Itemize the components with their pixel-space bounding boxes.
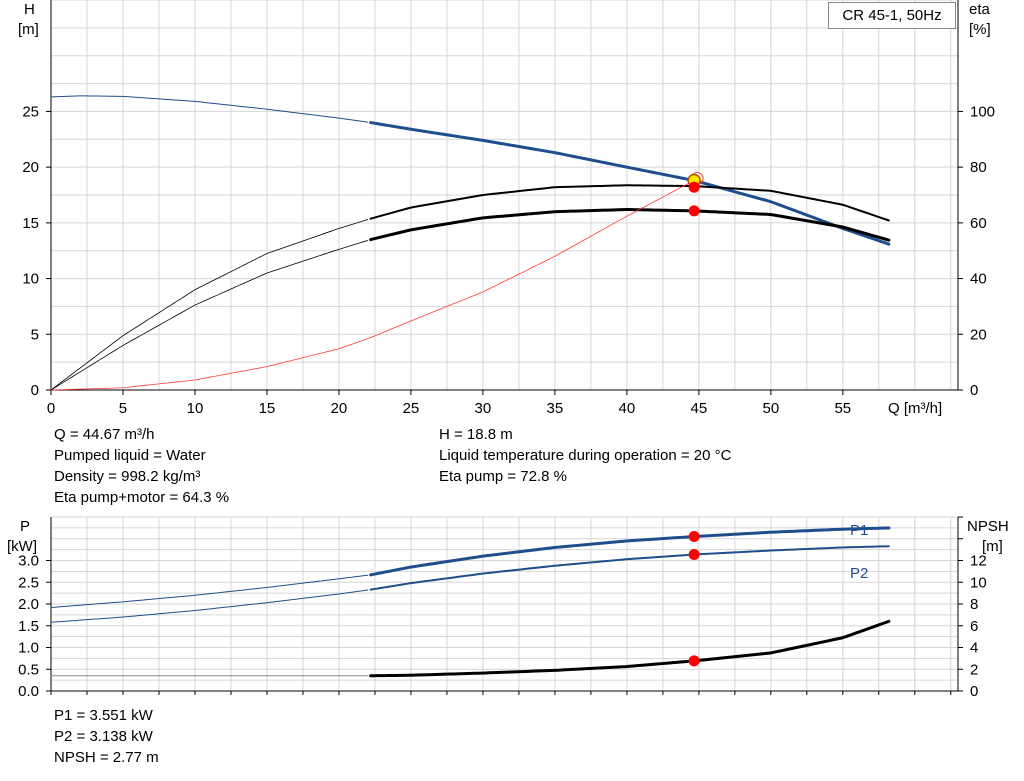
power-tick-label: 3.0 xyxy=(18,553,39,570)
x-tick-label: 25 xyxy=(403,400,420,417)
x-tick-label: 55 xyxy=(834,400,851,417)
head-curve xyxy=(369,121,891,246)
x-tick-label: 45 xyxy=(691,400,708,417)
x-tick-label: 10 xyxy=(187,400,204,417)
info-left: Q = 44.67 m³/h Pumped liquid = Water Den… xyxy=(54,424,229,508)
x-tick-label: 5 xyxy=(119,400,127,417)
system-curve xyxy=(50,181,693,391)
x-tick-label: 0 xyxy=(47,400,55,417)
y-right-label: eta xyxy=(969,1,991,18)
y-right-tick-label: 40 xyxy=(970,271,987,288)
chart-title: CR 45-1, 50Hz xyxy=(828,2,956,29)
npsh-tick-label: 6 xyxy=(970,618,978,635)
p2-curve xyxy=(369,545,890,591)
eta-pump-curve-extension xyxy=(50,219,369,391)
npsh-curve xyxy=(369,619,891,678)
npsh-tick-label: 10 xyxy=(970,574,987,591)
npsh-tick-label: 8 xyxy=(970,596,978,613)
power-tick-label: 0.0 xyxy=(18,683,39,700)
eta-pump-point xyxy=(688,181,700,193)
npsh-tick-label: 12 xyxy=(970,553,987,570)
info-eta-total: Eta pump+motor = 64.3 % xyxy=(54,489,230,506)
y-left-tick-label: 15 xyxy=(22,215,39,232)
info-liquid: Pumped liquid = Water xyxy=(54,447,206,464)
eta-total-curve-extension xyxy=(50,240,369,391)
npsh-point xyxy=(688,655,700,667)
power-tick-label: 0.5 xyxy=(18,661,39,678)
y-right-tick-label: 100 xyxy=(970,103,995,120)
info-right: H = 18.8 m Liquid temperature during ope… xyxy=(439,424,731,487)
p2-point xyxy=(688,548,700,560)
y-left-label: H xyxy=(24,1,35,18)
npsh-tick-label: 4 xyxy=(970,640,978,657)
x-tick-label: 15 xyxy=(259,400,276,417)
npsh-tick-label: 2 xyxy=(970,661,978,678)
series-label-p2: P2 xyxy=(850,565,868,582)
power-y-label: P xyxy=(20,518,30,535)
info-density: Density = 998.2 kg/m³ xyxy=(54,468,201,485)
operating-points xyxy=(687,172,704,667)
p1-curve xyxy=(369,526,891,577)
top-chart-grid xyxy=(51,0,958,390)
x-tick-label: 40 xyxy=(619,400,636,417)
chart-axes: 0 5 10 15 20 25 30 35 40 45 50 55051015202502040608… xyxy=(18,0,995,700)
npsh-y-label: NPSH xyxy=(967,518,1009,535)
eta-pump-curve xyxy=(369,184,890,222)
power-tick-label: 1.0 xyxy=(18,640,39,657)
p1-point xyxy=(688,531,700,543)
y-right-tick-label: 60 xyxy=(970,215,987,232)
x-tick-label: 20 xyxy=(331,400,348,417)
y-right-tick-label: 80 xyxy=(970,159,987,176)
y-right-unit: [%] xyxy=(969,21,991,38)
x-tick-label: 35 xyxy=(547,400,564,417)
x-tick-label: 30 xyxy=(475,400,492,417)
y-left-tick-label: 0 xyxy=(31,382,39,399)
y-left-tick-label: 25 xyxy=(22,103,39,120)
y-left-unit: [m] xyxy=(18,21,39,38)
info-bottom: P1 = 3.551 kW P2 = 3.138 kW NPSH = 2.77 … xyxy=(54,705,159,768)
y-left-tick-label: 10 xyxy=(22,271,39,288)
power-y-unit: [kW] xyxy=(7,538,37,555)
info-p2: P2 = 3.138 kW xyxy=(54,728,153,745)
power-tick-label: 2.0 xyxy=(18,596,39,613)
info-temperature: Liquid temperature during operation = 20… xyxy=(439,447,732,464)
p2-curve-extension xyxy=(50,589,369,623)
series-label-p1: P1 xyxy=(850,522,868,539)
power-tick-label: 1.5 xyxy=(18,618,39,635)
y-right-tick-label: 20 xyxy=(970,326,987,343)
axis-labels: H [m] eta [%] Q [m³/h] P [kW] NPSH [m] P… xyxy=(7,1,1009,582)
x-axis-label: Q [m³/h] xyxy=(888,400,942,417)
info-npsh: NPSH = 2.77 m xyxy=(54,749,159,766)
info-eta-pump: Eta pump = 72.8 % xyxy=(439,468,567,485)
head-curve-extension xyxy=(50,95,369,123)
x-tick-label: 50 xyxy=(762,400,779,417)
npsh-tick-label: 0 xyxy=(970,683,978,700)
npsh-y-unit: [m] xyxy=(982,538,1003,555)
info-head: H = 18.8 m xyxy=(439,426,513,443)
power-tick-label: 2.5 xyxy=(18,574,39,591)
y-left-tick-label: 5 xyxy=(31,326,39,343)
y-right-tick-label: 0 xyxy=(970,382,978,399)
chart-curves xyxy=(50,95,891,678)
eta-total-point xyxy=(688,205,700,217)
bottom-chart-grid xyxy=(51,516,958,691)
info-p1: P1 = 3.551 kW xyxy=(54,707,153,724)
p1-curve-extension xyxy=(50,574,369,608)
eta-total-curve xyxy=(369,208,891,242)
y-left-tick-label: 20 xyxy=(22,159,39,176)
info-flow: Q = 44.67 m³/h xyxy=(54,426,155,443)
